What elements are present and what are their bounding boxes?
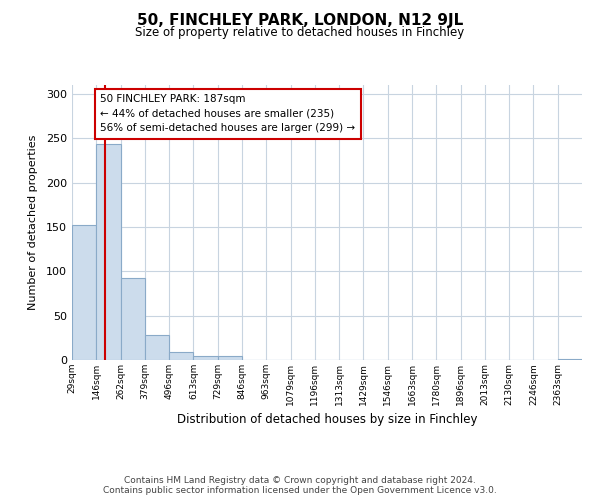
X-axis label: Distribution of detached houses by size in Finchley: Distribution of detached houses by size … — [177, 413, 477, 426]
Text: Contains HM Land Registry data © Crown copyright and database right 2024.
Contai: Contains HM Land Registry data © Crown c… — [103, 476, 497, 495]
Text: 50, FINCHLEY PARK, LONDON, N12 9JL: 50, FINCHLEY PARK, LONDON, N12 9JL — [137, 12, 463, 28]
Bar — [145, 335, 169, 360]
Bar — [558, 359, 582, 360]
Bar — [169, 352, 193, 360]
Text: Size of property relative to detached houses in Finchley: Size of property relative to detached ho… — [136, 26, 464, 39]
Bar — [218, 356, 242, 360]
Bar — [121, 278, 145, 360]
Text: 50 FINCHLEY PARK: 187sqm
← 44% of detached houses are smaller (235)
56% of semi-: 50 FINCHLEY PARK: 187sqm ← 44% of detach… — [100, 94, 356, 134]
Y-axis label: Number of detached properties: Number of detached properties — [28, 135, 38, 310]
Bar — [193, 356, 218, 360]
Bar — [96, 144, 121, 360]
Bar — [72, 225, 96, 360]
